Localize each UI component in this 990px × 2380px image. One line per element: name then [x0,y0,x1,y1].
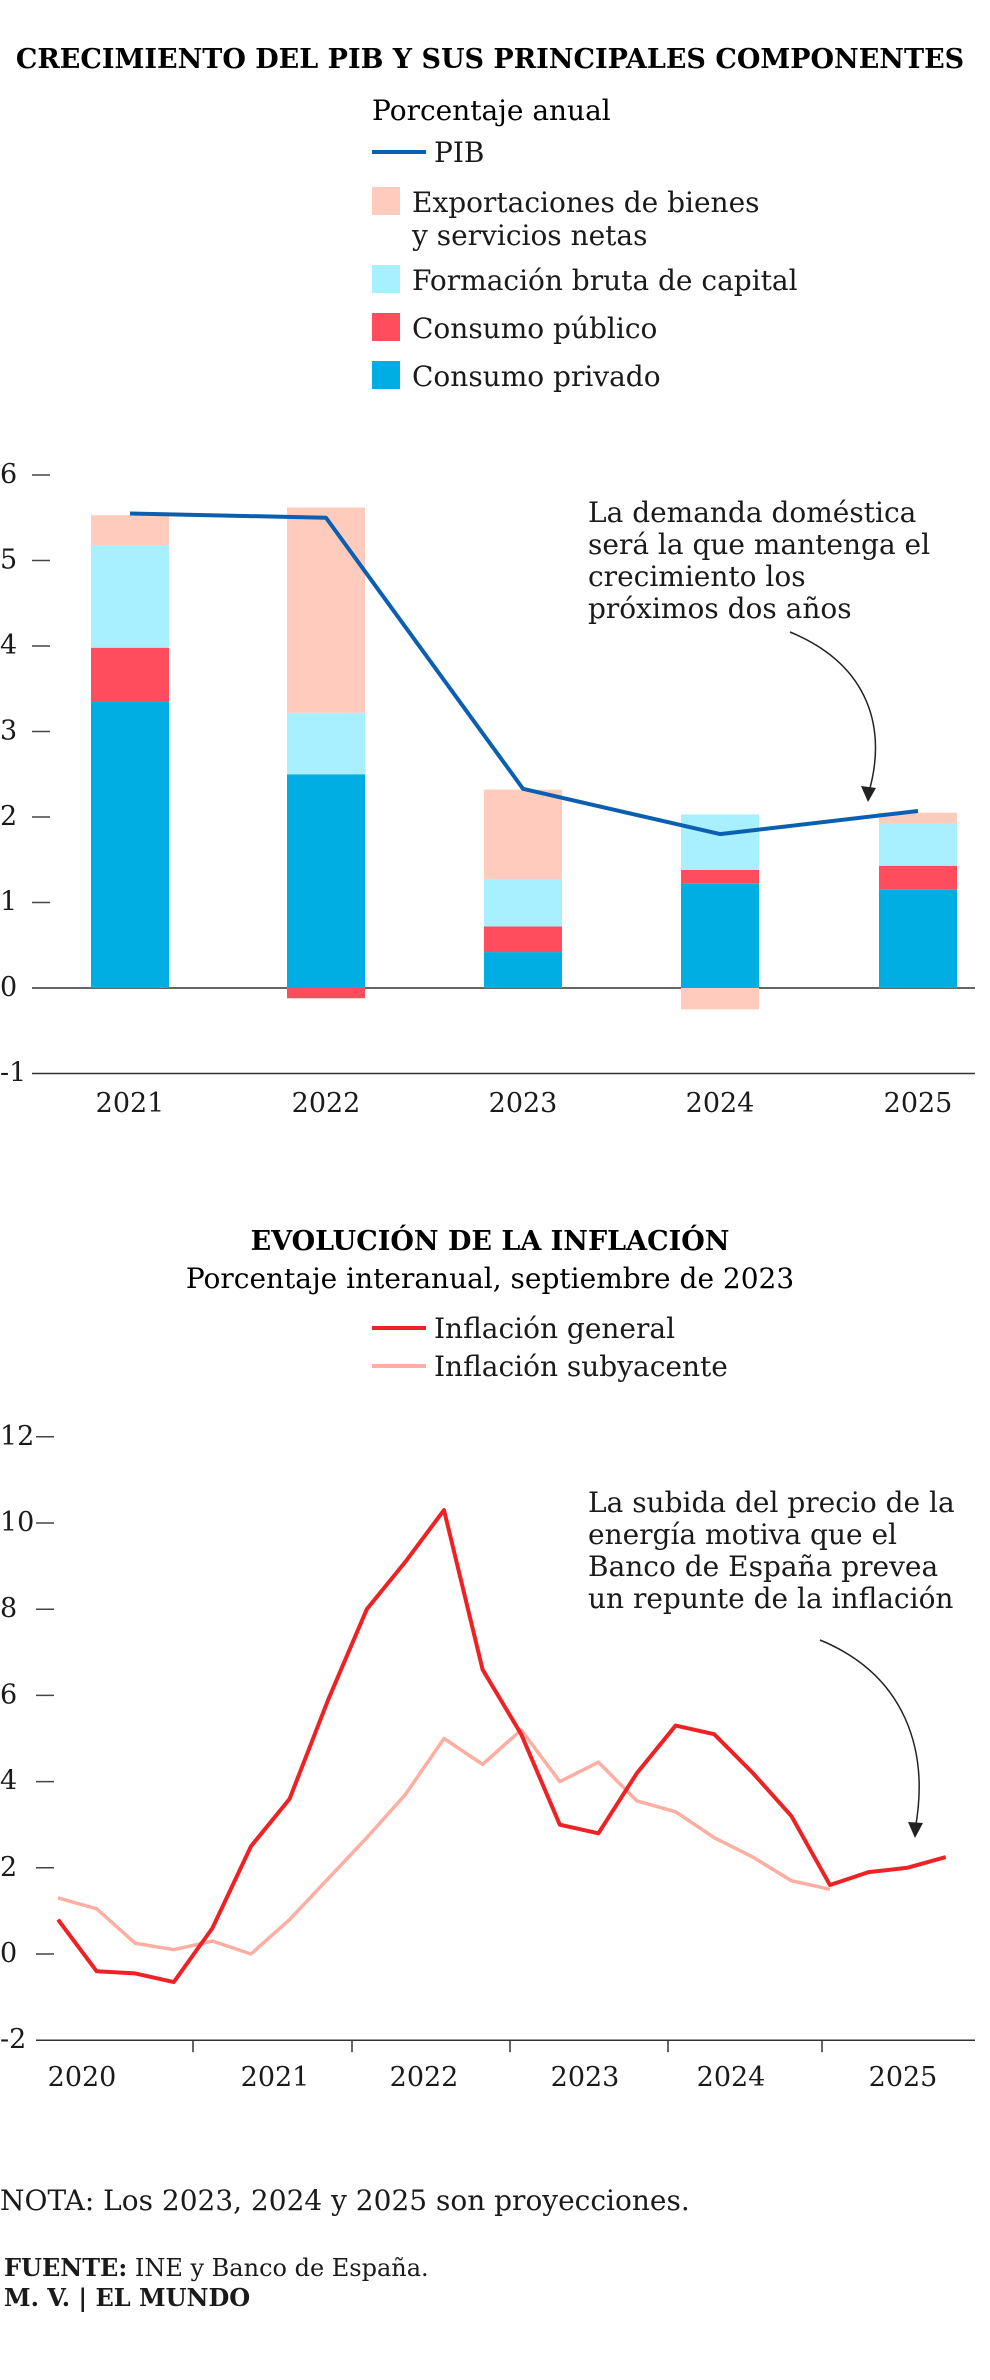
gdp-bars [91,507,957,1010]
legend-label-3: Consumo público [412,312,657,345]
footnote: NOTA: Los 2023, 2024 y 2025 son proyecci… [0,2184,690,2217]
y-tick-label: 12 [0,1421,34,1452]
inflation-chart-title: EVOLUCIÓN DE LA INFLACIÓN [251,1223,730,1257]
y-tick-label: 10 [0,1507,34,1538]
source-text: INE y Banco de España. [127,2254,428,2282]
bar-2023-0 [484,952,562,988]
inflation-axis: 12 10 8 6 4 2 0 -2 [0,1421,975,2055]
inflation-chart: EVOLUCIÓN DE LA INFLACIÓN Porcentaje int… [0,1223,975,2093]
x-tick-label: 2024 [697,2062,766,2093]
gdp-line [129,511,919,837]
gdp-axis: 6 5 4 3 2 1 0 -1 [0,459,975,1089]
legend-label-0: Inflación general [434,1312,675,1345]
source-line: FUENTE: INE y Banco de España. [4,2253,429,2282]
y-tick-label: -2 [0,2024,26,2055]
bar-2023-2 [484,879,562,927]
inflation-x-ticks: 2020 2021 2022 2023 2024 2025 [48,2062,938,2093]
legend-swatch-1 [372,187,400,215]
y-tick-label: -1 [0,1058,26,1089]
bar-2023-1 [484,926,562,953]
bar-2021-0 [91,701,169,988]
legend-swatch-2 [372,265,400,293]
bar-2022-0 [287,774,365,988]
bar-2024-0 [681,883,759,988]
y-tick-label: 4 [0,630,17,661]
series-line-0 [56,1508,947,1985]
bar-2025-3 [879,812,957,823]
gdp-chart-subtitle: Porcentaje anual [372,94,611,127]
y-tick-label: 5 [0,545,17,576]
y-tick-label: 4 [0,1766,17,1797]
y-tick-label: 2 [0,801,17,832]
x-tick-label: 2024 [686,1088,755,1119]
annotation-line: un repunte de la inflación [588,1582,953,1615]
inflation-lines [56,1508,947,1985]
inflation-legend: Inflación general Inflación subyacente [372,1312,728,1383]
x-tick-label: 2020 [48,2062,117,2093]
bar-2021-2 [91,545,169,648]
annotation-arrowhead [908,1822,923,1838]
x-tick-label: 2022 [390,2062,459,2093]
y-tick-label: 6 [0,1679,17,1710]
x-tick-label: 2021 [241,2062,310,2093]
pib-line [129,511,919,837]
annotation-line: La subida del precio de la [588,1486,955,1519]
bar-2025-0 [879,889,957,988]
y-tick-label: 6 [0,459,17,490]
gdp-x-ticks: 2021 2022 2023 2024 2025 [96,1088,953,1119]
y-tick-label: 2 [0,1852,17,1883]
legend-label-1-cont: y servicios netas [411,219,648,252]
y-tick-label: 0 [0,972,17,1003]
series-line-1 [57,1728,831,1956]
bar-2022-1 [287,988,365,999]
annotation-line: La demanda doméstica [588,496,916,529]
annotation-line: Banco de España prevea [588,1550,938,1583]
inflation-chart-subtitle: Porcentaje interanual, septiembre de 202… [186,1262,794,1295]
y-tick-label: 0 [0,1938,17,1969]
bar-2024-1 [681,870,759,884]
legend-label-0: PIB [434,136,484,169]
annotation-line: próximos dos años [588,592,852,625]
bar-2024-2 [681,814,759,871]
source-label: FUENTE: [4,2253,127,2282]
gdp-chart-title: CRECIMIENTO DEL PIB Y SUS PRINCIPALES CO… [16,44,964,75]
annotation-arrow [819,1639,920,1831]
x-tick-label: 2021 [96,1088,165,1119]
legend-label-2: Formación bruta de capital [412,264,798,297]
gdp-chart: CRECIMIENTO DEL PIB Y SUS PRINCIPALES CO… [0,44,975,1119]
bar-2025-1 [879,865,957,890]
bar-2022-3 [287,507,365,713]
bar-2023-3 [484,789,562,880]
bar-2021-1 [91,647,169,702]
annotation-arrow [789,631,877,796]
bar-2022-2 [287,712,365,775]
y-tick-label: 3 [0,716,17,747]
bar-2024-3 [681,988,759,1010]
annotation-arrowhead [861,786,876,802]
bar-2025-2 [879,822,957,866]
bar-2021-3 [91,515,169,546]
legend-swatch-3 [372,313,400,341]
legend-label-1: Exportaciones de bienes [412,186,760,219]
x-tick-label: 2025 [884,1088,953,1119]
y-tick-label: 8 [0,1593,17,1624]
legend-label-4: Consumo privado [412,360,661,393]
x-tick-label: 2025 [869,2062,938,2093]
x-tick-label: 2023 [489,1088,558,1119]
legend-label-1: Inflación subyacente [434,1350,728,1383]
x-tick-label: 2022 [292,1088,361,1119]
legend-swatch-4 [372,361,400,389]
annotation-line: energía motiva que el [588,1518,897,1551]
x-tick-label: 2023 [551,2062,620,2093]
annotation-line: crecimiento los [588,560,806,593]
annotation-line: será la que mantenga el [588,528,930,561]
y-tick-label: 1 [0,887,17,918]
credit: M. V. | EL MUNDO [4,2283,250,2312]
